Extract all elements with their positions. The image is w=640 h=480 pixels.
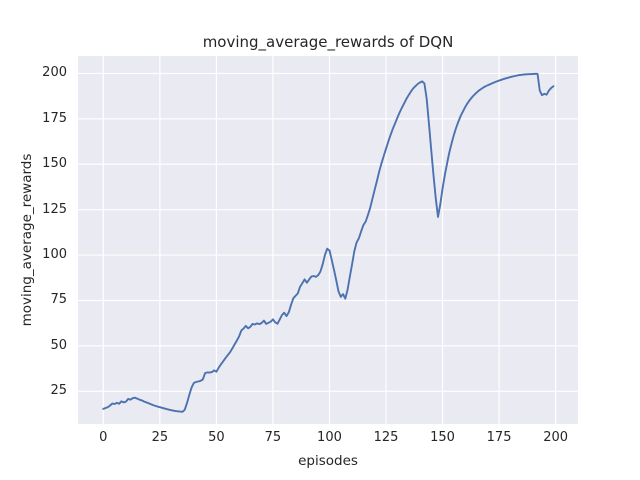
x-tick-label: 75 xyxy=(264,430,282,445)
x-tick-label: 150 xyxy=(430,430,455,445)
y-tick-label: 75 xyxy=(50,292,67,308)
x-tick-label: 175 xyxy=(486,430,512,445)
x-tick-label: 100 xyxy=(317,430,342,445)
x-tick-label: 25 xyxy=(151,430,169,445)
chart-title: moving_average_rewards of DQN xyxy=(202,33,454,51)
x-tick-label: 50 xyxy=(208,430,225,445)
y-tick-label: 100 xyxy=(42,247,67,263)
reward-line xyxy=(102,72,555,413)
x-axis-label: episodes xyxy=(298,453,358,469)
y-tick-label: 175 xyxy=(42,110,67,126)
y-tick-label: 125 xyxy=(42,201,67,217)
x-tick-label: 0 xyxy=(99,430,108,445)
y-axis-label: moving_average_rewards xyxy=(19,153,35,327)
plot-area xyxy=(78,56,578,424)
x-tick-label: 200 xyxy=(543,430,569,445)
x-tick-label: 125 xyxy=(373,430,399,445)
y-tick-label: 200 xyxy=(42,65,67,81)
y-tick-label: 50 xyxy=(50,337,67,353)
y-tick-label: 150 xyxy=(42,156,67,172)
y-tick-label: 25 xyxy=(50,383,67,399)
